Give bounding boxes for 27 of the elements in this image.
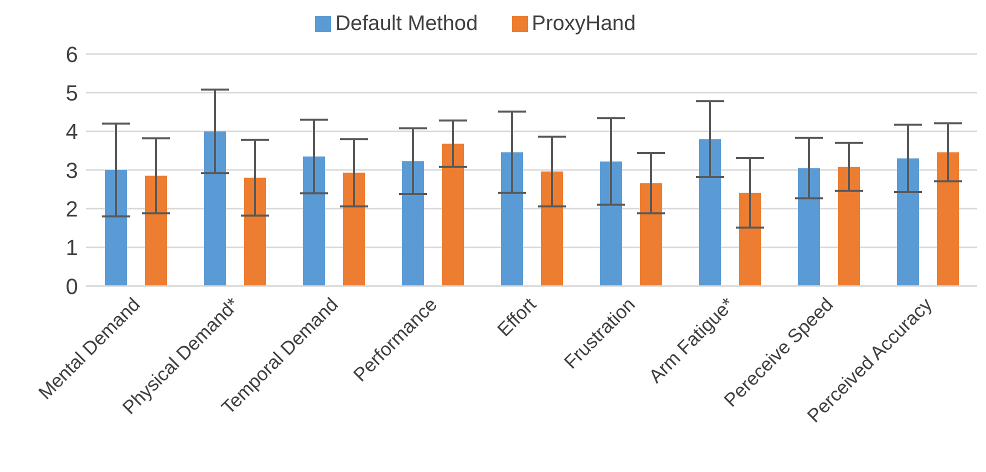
- bar: [402, 161, 424, 286]
- bar: [897, 158, 919, 286]
- bar: [937, 152, 959, 286]
- y-tick-label: 1: [66, 235, 78, 260]
- y-tick-label: 0: [66, 274, 78, 299]
- y-tick-label: 2: [66, 196, 78, 222]
- legend-label: ProxyHand: [532, 12, 636, 35]
- bar: [699, 139, 721, 286]
- y-tick-label: 4: [66, 119, 78, 144]
- bar: [838, 166, 860, 286]
- bar: [105, 170, 127, 286]
- bar: [145, 176, 167, 286]
- bar: [501, 152, 523, 286]
- bar: [303, 156, 325, 286]
- bar: [739, 192, 761, 286]
- bar: [541, 172, 563, 286]
- legend-label: Default Method: [335, 12, 478, 35]
- y-tick-label: 5: [66, 80, 78, 106]
- y-tick-label: 3: [66, 158, 78, 183]
- bar: [442, 144, 464, 286]
- bar: [640, 183, 662, 286]
- bar: [798, 168, 820, 286]
- bar: [343, 172, 365, 286]
- bar: [244, 178, 266, 286]
- y-tick-label: 6: [66, 42, 78, 67]
- bar: [600, 161, 622, 286]
- bar: [204, 131, 226, 286]
